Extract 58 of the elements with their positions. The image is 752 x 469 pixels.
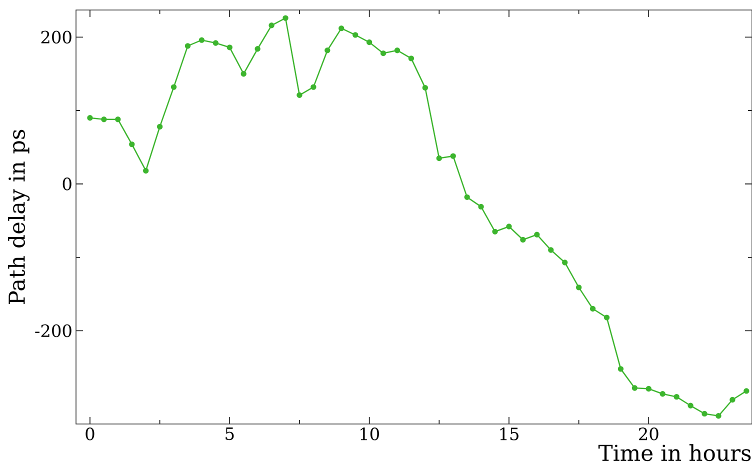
point	[254, 46, 260, 52]
point	[170, 84, 177, 90]
point	[296, 92, 302, 98]
point	[744, 388, 750, 394]
point	[730, 396, 736, 403]
point	[87, 115, 93, 121]
point	[534, 232, 540, 238]
point	[394, 48, 400, 54]
point	[422, 84, 428, 91]
x-tick-label: 10	[360, 427, 379, 440]
point	[688, 402, 694, 408]
x-tick-label: 20	[639, 427, 658, 440]
point	[129, 141, 135, 148]
point	[716, 413, 722, 419]
point	[674, 394, 680, 400]
point	[604, 314, 610, 320]
point	[478, 204, 484, 210]
point	[702, 410, 708, 417]
point	[184, 43, 191, 49]
point	[226, 44, 232, 50]
point	[198, 37, 205, 43]
point	[618, 366, 624, 372]
point	[632, 385, 638, 391]
y-tick-label: 200	[41, 30, 72, 44]
point	[268, 22, 274, 28]
point	[115, 116, 121, 122]
point	[492, 228, 498, 235]
y-tick-label: 0	[62, 178, 72, 190]
point	[464, 194, 470, 200]
x-tick-label: 15	[500, 427, 518, 440]
y-axis-title: Path delay in ps	[8, 130, 30, 304]
point	[520, 236, 526, 243]
point	[366, 39, 372, 46]
point	[646, 386, 652, 392]
x-axis-title: Time in hours	[598, 444, 751, 462]
point	[282, 15, 288, 21]
point	[212, 40, 219, 46]
point	[156, 124, 163, 130]
x-tick-label: 0	[86, 427, 94, 440]
point	[240, 70, 246, 77]
point	[450, 153, 456, 159]
point	[562, 260, 568, 266]
point	[352, 32, 358, 38]
point	[338, 25, 344, 32]
point	[590, 306, 596, 312]
point	[548, 247, 554, 253]
point	[660, 391, 666, 397]
point	[310, 84, 316, 90]
point	[142, 168, 149, 174]
y-tick-label: -200	[35, 324, 72, 338]
point	[576, 284, 582, 290]
point	[324, 48, 330, 54]
x-tick-label: 5	[226, 428, 234, 440]
point	[380, 50, 386, 56]
point	[506, 224, 512, 230]
point	[101, 116, 107, 122]
point	[408, 56, 414, 62]
point	[436, 155, 442, 162]
